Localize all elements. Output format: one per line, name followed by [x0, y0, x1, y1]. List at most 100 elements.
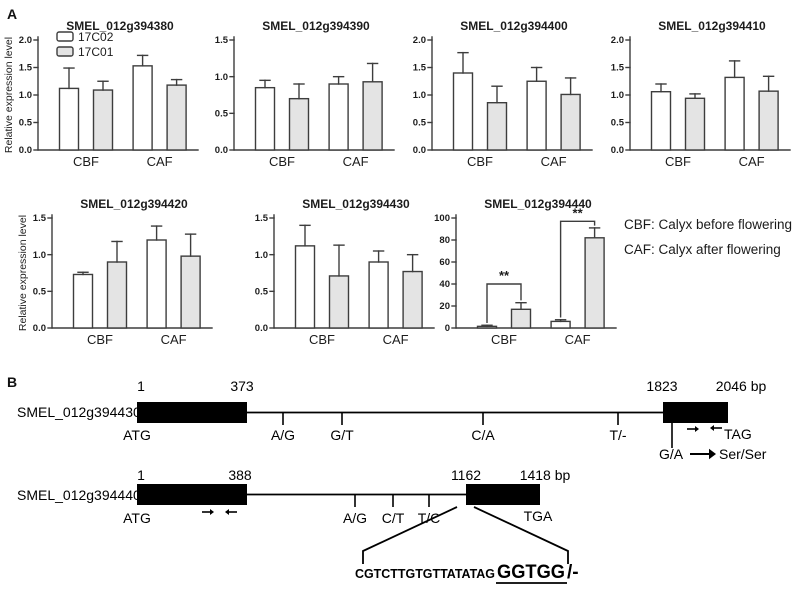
category-label: CAF [565, 332, 591, 347]
y-tick-label: 1.0 [19, 90, 32, 101]
gene1-primer-reverse-icon-head [710, 425, 714, 431]
category-label: CBF [491, 332, 517, 347]
y-tick-label: 0.0 [33, 323, 46, 334]
gene2-primer-reverse-icon [225, 509, 237, 515]
chart-smel-012g394390: SMEL_012g394390 0.0 0.5 1.0 1.5 CBF CAF [198, 14, 398, 186]
chart-svg: SMEL_012g394400 0.0 0.5 1.0 1.5 2.0 CBF CAF [413, 19, 593, 169]
chart-smel-012g394440: SMEL_012g394440 0 20 40 60 80 100 CBF CAF ** ** [420, 192, 620, 364]
category-label: CAF [343, 154, 369, 169]
y-tick-label: 40 [439, 279, 450, 290]
category-label: CBF [269, 154, 295, 169]
y-tick-label: 1.0 [413, 90, 426, 101]
y-tick-label: 0.0 [611, 145, 624, 156]
chart-svg: SMEL_012g394420 0.0 0.5 1.0 1.5 CBF CAF Relativ… [17, 197, 213, 347]
significance-stars: ** [499, 268, 510, 283]
chart-svg: SMEL_012g394440 0 20 40 60 80 100 CBF CAF ** ** [434, 197, 617, 347]
y-tick-label: 0.0 [215, 145, 228, 156]
y-tick-label: 0.5 [19, 118, 33, 129]
gene1-primer-forward-icon-head [695, 426, 699, 432]
implies-arrow-icon [690, 448, 716, 460]
gene2-snp-label-1: A/G [343, 510, 367, 526]
gene2-exon1 [137, 484, 247, 505]
note-caf: CAF: Calyx after flowering [624, 242, 781, 257]
category-label: CBF [73, 154, 99, 169]
gene1-snp-label-4: T/- [609, 427, 626, 443]
y-tick-label: 80 [439, 235, 450, 246]
gene2-name: SMEL_012g394440 [17, 487, 141, 503]
y-tick-label: 1.5 [215, 35, 229, 46]
chart-title: SMEL_012g394420 [80, 197, 188, 211]
chart-title: SMEL_012g394390 [262, 19, 370, 33]
legend-label: 17C01 [78, 45, 114, 59]
zoom-wedge-right [473, 506, 569, 564]
gene2-stop-codon: TGA [524, 508, 553, 524]
chart-smel-012g394380: SMEL_012g394380 0.0 0.5 1.0 1.5 2.0 CBF CAF Rela… [2, 14, 202, 186]
gene2-primer-reverse-icon-head [225, 509, 229, 515]
gene1-snp-label-3: C/A [471, 427, 495, 443]
indel-sequence: GGTGG [497, 562, 565, 583]
category-label: CBF [467, 154, 493, 169]
y-tick-label: 0.5 [33, 287, 47, 298]
significance-stars: ** [573, 205, 584, 220]
y-tick-label: 0 [445, 323, 450, 334]
y-tick-label: 1.0 [255, 250, 268, 261]
gene1-pos-373: 373 [230, 378, 254, 394]
y-tick-label: 1.5 [33, 213, 47, 224]
chart-svg: SMEL_012g394430 0.0 0.5 1.0 1.5 CBF CAF [255, 197, 435, 347]
y-axis-label: Relative expression level [3, 37, 15, 153]
gene1-primer-forward-icon [687, 426, 699, 432]
implies-arrow-icon-head [709, 448, 716, 460]
chart-title: SMEL_012g394400 [460, 19, 568, 33]
y-tick-label: 60 [439, 257, 450, 268]
chart-title: SMEL_012g394440 [484, 197, 592, 211]
gene1-name: SMEL_012g394430 [17, 404, 141, 420]
gene2-start-codon: ATG [123, 510, 151, 526]
chart-svg: SMEL_012g394410 0.0 0.5 1.0 1.5 2.0 CBF CAF [611, 19, 791, 169]
chart-smel-012g394400: SMEL_012g394400 0.0 0.5 1.0 1.5 2.0 CBF CAF [396, 14, 596, 186]
abbreviation-notes: CBF: Calyx before flowering CAF: Calyx a… [624, 212, 792, 262]
indel-context-sequence: CGTCTTGTGTTATATAG [355, 567, 495, 581]
y-tick-label: 1.5 [611, 63, 625, 74]
gene2-pos-1418: 1418 bp [520, 467, 571, 483]
category-label: CBF [309, 332, 335, 347]
indel-slash-dash: /- [567, 562, 579, 583]
gene1-pos-2046: 2046 bp [716, 378, 767, 394]
y-tick-label: 100 [434, 213, 450, 224]
y-tick-label: 1.5 [413, 63, 427, 74]
chart-svg: SMEL_012g394390 0.0 0.5 1.0 1.5 CBF CAF [215, 19, 395, 169]
chart-smel-012g394420: SMEL_012g394420 0.0 0.5 1.0 1.5 CBF CAF Relativ… [16, 192, 216, 364]
gene1-start-codon: ATG [123, 427, 151, 443]
chart-smel-012g394430: SMEL_012g394430 0.0 0.5 1.0 1.5 CBF CAF [238, 192, 438, 364]
significance-bracket [486, 283, 522, 323]
category-label: CAF [147, 154, 173, 169]
y-tick-label: 1.0 [215, 72, 228, 83]
chart-title: SMEL_012g394380 [66, 19, 174, 33]
y-axis-label: Relative expression level [17, 215, 29, 331]
gene1-stop-codon: TAG [724, 426, 752, 442]
gene2-exon2 [466, 484, 540, 505]
gene1-exon2 [663, 402, 728, 423]
gene1-pos-1: 1 [137, 378, 145, 394]
category-label: CAF [541, 154, 567, 169]
y-tick-label: 2.0 [413, 35, 426, 46]
y-tick-label: 0.5 [413, 118, 427, 129]
panel-a-label: A [7, 6, 18, 22]
legend-swatch [56, 31, 74, 42]
y-tick-label: 1.0 [33, 250, 46, 261]
gene1-snp-ga-label: G/A [659, 446, 684, 462]
y-tick-label: 1.5 [255, 213, 269, 224]
gene1-snp-label-2: G/T [330, 427, 354, 443]
category-label: CAF [739, 154, 765, 169]
panel-b-label: B [7, 374, 18, 390]
legend-label: 17C02 [78, 30, 114, 44]
y-tick-label: 0.5 [611, 118, 625, 129]
chart-smel-012g394410: SMEL_012g394410 0.0 0.5 1.0 1.5 2.0 CBF CAF [594, 14, 794, 186]
y-tick-label: 1.0 [611, 90, 624, 101]
note-cbf: CBF: Calyx before flowering [624, 217, 793, 232]
y-tick-label: 0.0 [413, 145, 426, 156]
gene2-snp-label-2: C/T [382, 510, 405, 526]
gene1-primer-reverse-icon [710, 425, 722, 431]
y-tick-label: 2.0 [611, 35, 624, 46]
